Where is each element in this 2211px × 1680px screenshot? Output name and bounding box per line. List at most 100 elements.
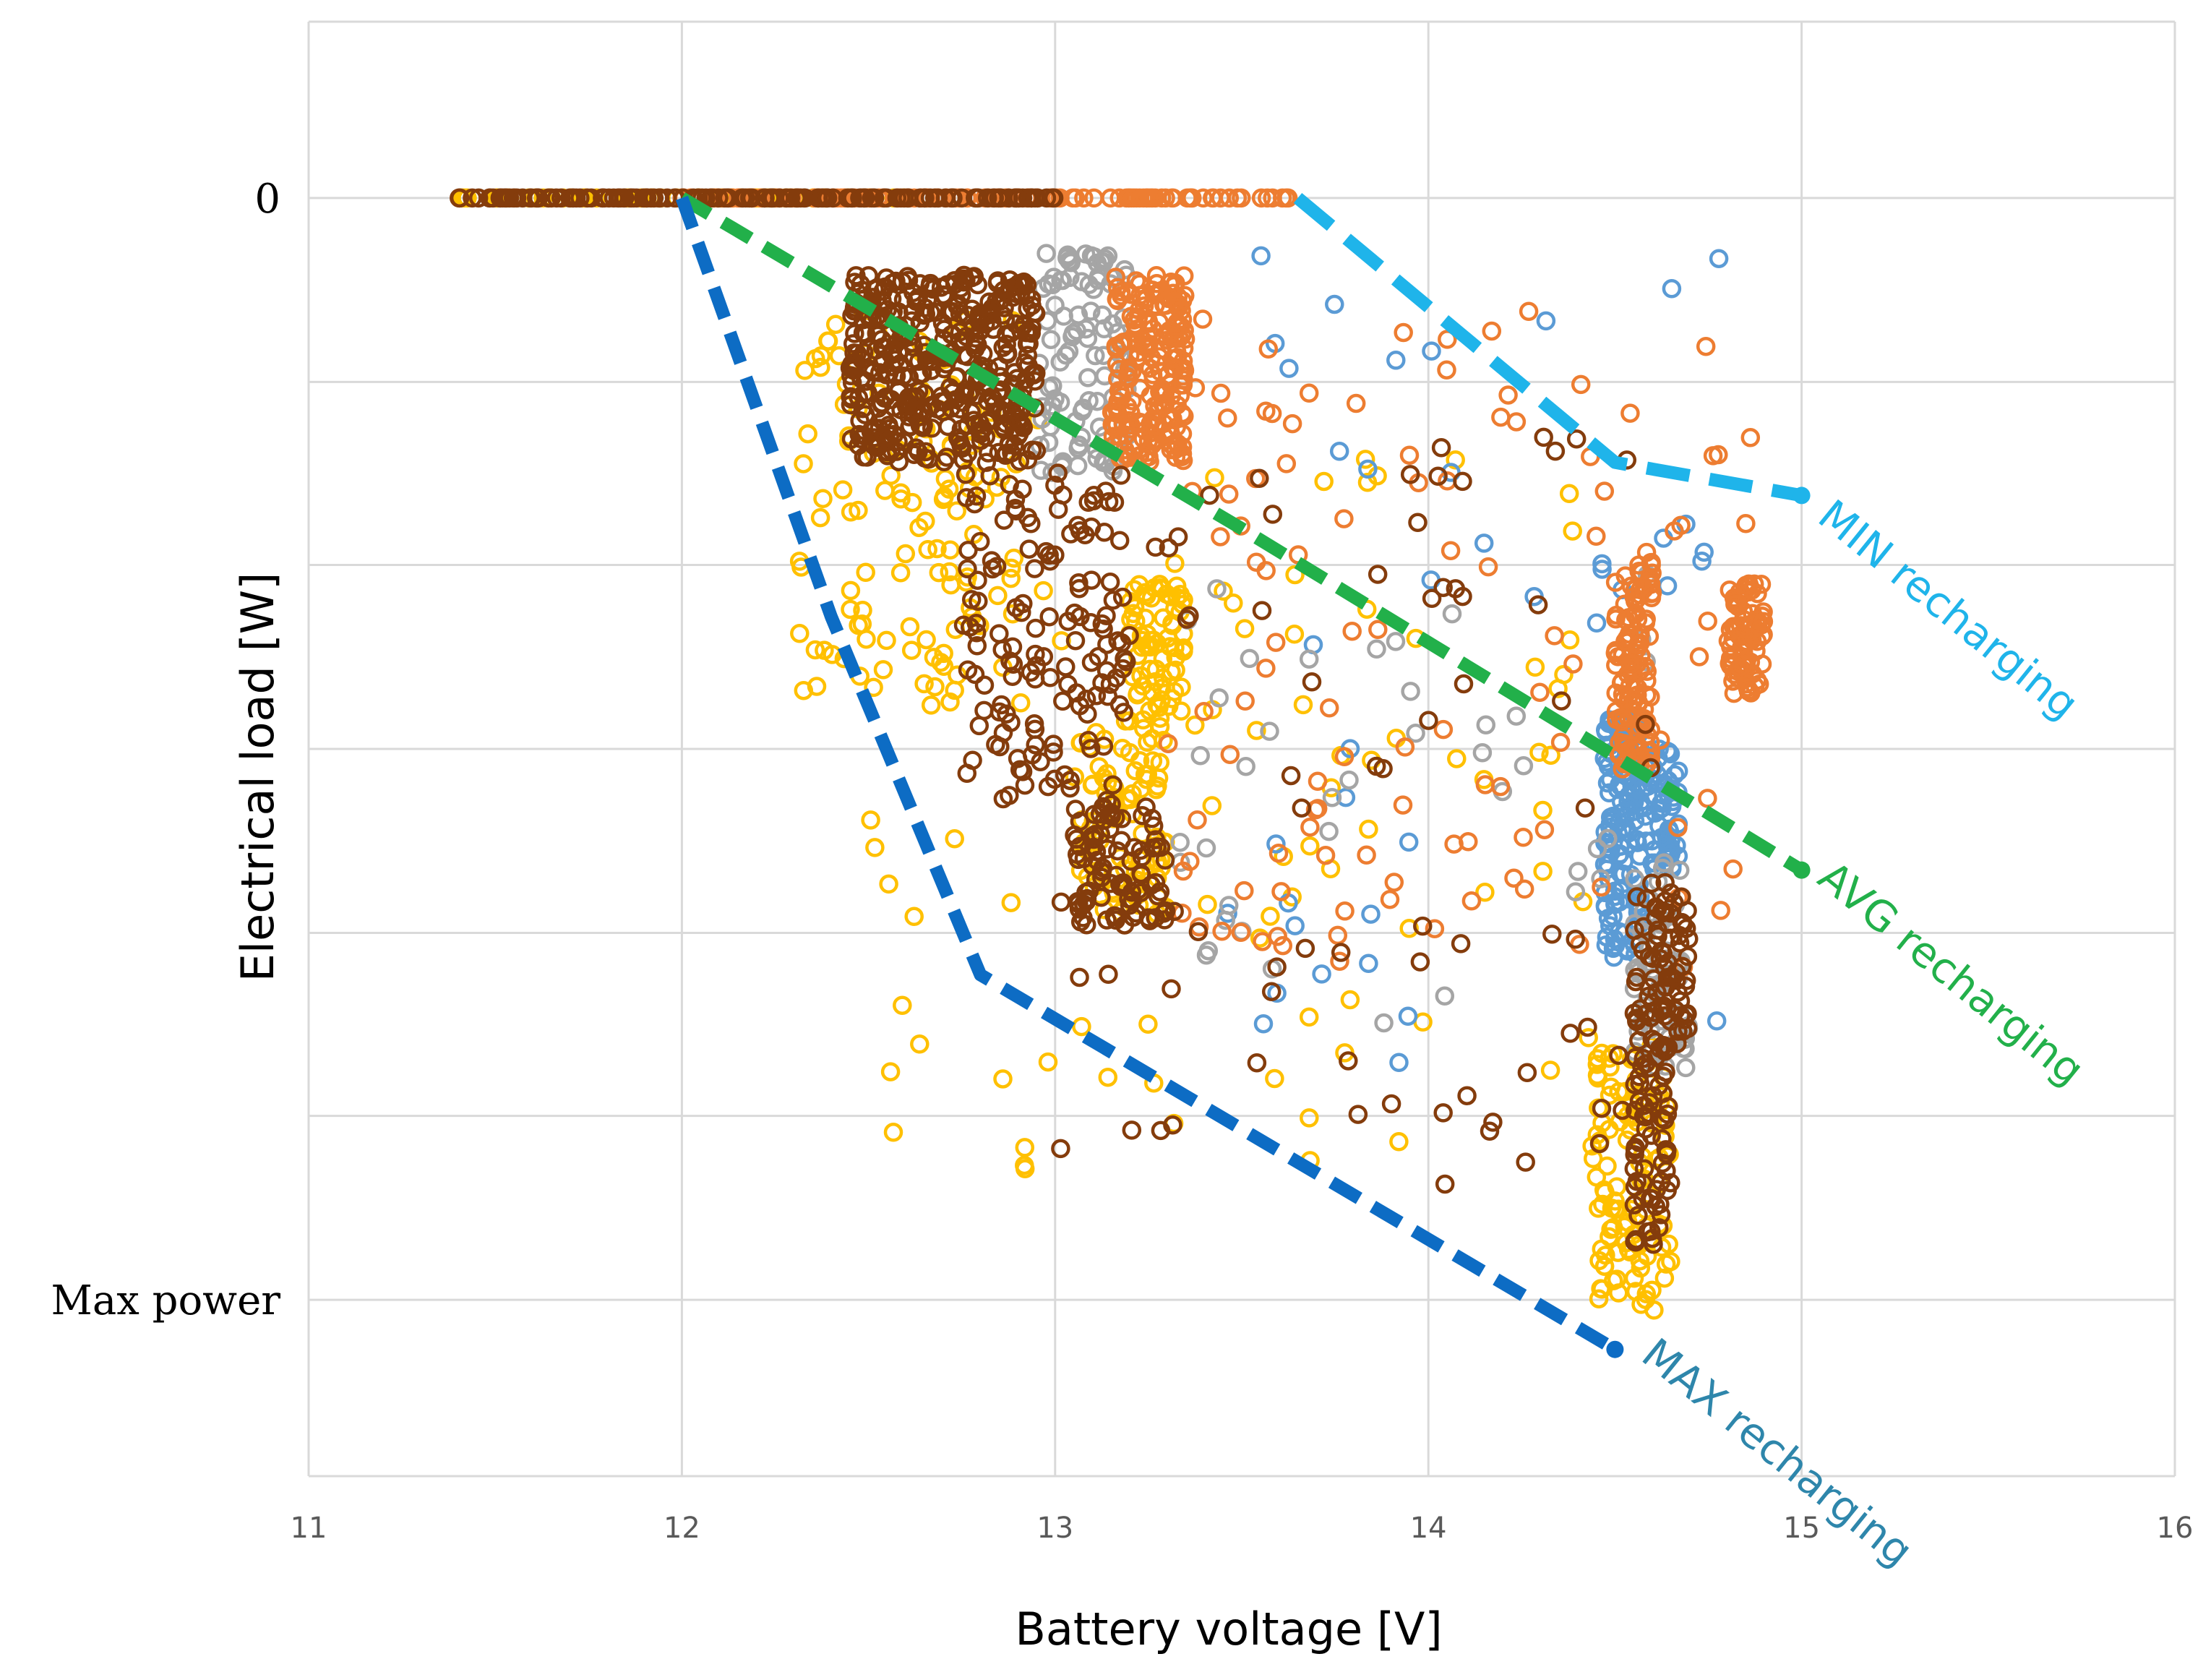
data-point bbox=[1084, 188, 1104, 208]
data-point bbox=[854, 447, 874, 467]
data-point bbox=[1000, 786, 1019, 805]
x-tick-label: 11 bbox=[291, 1512, 327, 1545]
data-point bbox=[841, 395, 861, 415]
data-point bbox=[1100, 572, 1120, 592]
data-point bbox=[1475, 775, 1495, 794]
data-point bbox=[1125, 760, 1146, 781]
data-point bbox=[1299, 1007, 1319, 1027]
data-point bbox=[1625, 869, 1644, 888]
data-point bbox=[989, 188, 1008, 208]
data-point bbox=[818, 331, 838, 351]
data-point bbox=[1196, 838, 1216, 858]
data-point bbox=[1319, 821, 1339, 841]
data-point bbox=[1162, 662, 1181, 682]
data-point bbox=[1004, 548, 1024, 568]
data-point bbox=[1115, 711, 1135, 731]
data-point bbox=[1312, 964, 1331, 984]
x-tick-label: 15 bbox=[1783, 1512, 1820, 1545]
data-point bbox=[953, 269, 974, 289]
data-point bbox=[1109, 531, 1130, 550]
data-point bbox=[1193, 188, 1213, 208]
data-point bbox=[1422, 588, 1442, 609]
data-point bbox=[1525, 657, 1545, 677]
data-point bbox=[1026, 735, 1045, 755]
data-point bbox=[494, 188, 514, 208]
data-point bbox=[1435, 986, 1455, 1006]
data-point bbox=[1113, 873, 1133, 893]
data-point bbox=[987, 273, 1008, 293]
data-point bbox=[1592, 560, 1612, 579]
data-point bbox=[1026, 656, 1047, 675]
data-point bbox=[1589, 1289, 1609, 1308]
data-point bbox=[891, 489, 911, 509]
data-point bbox=[967, 636, 987, 656]
data-point bbox=[1536, 311, 1556, 331]
data-point bbox=[982, 303, 1001, 323]
data-point bbox=[1053, 452, 1073, 471]
data-point bbox=[1545, 626, 1564, 646]
data-point bbox=[1081, 739, 1101, 758]
data-point bbox=[1592, 1098, 1612, 1118]
data-point bbox=[1216, 910, 1235, 930]
data-point bbox=[1506, 706, 1527, 726]
data-point bbox=[1143, 816, 1164, 836]
data-point bbox=[1273, 935, 1293, 956]
data-point bbox=[883, 1123, 903, 1142]
data-point bbox=[1410, 952, 1430, 972]
data-point bbox=[1106, 910, 1126, 930]
data-point bbox=[1083, 280, 1104, 299]
data-point bbox=[1575, 798, 1595, 818]
data-point bbox=[1655, 873, 1675, 893]
data-point bbox=[1386, 632, 1406, 651]
data-point bbox=[901, 640, 922, 660]
data-point bbox=[1657, 967, 1678, 987]
data-point bbox=[1251, 188, 1271, 208]
data-point bbox=[1261, 907, 1280, 926]
data-point bbox=[1604, 947, 1624, 967]
data-point bbox=[1015, 1138, 1035, 1157]
data-point bbox=[1589, 1133, 1610, 1154]
data-point bbox=[1087, 851, 1107, 870]
data-point bbox=[1636, 1290, 1656, 1309]
data-point bbox=[1095, 249, 1115, 269]
data-point bbox=[1127, 188, 1146, 208]
data-point bbox=[951, 419, 971, 439]
data-point bbox=[857, 372, 876, 391]
data-point bbox=[989, 624, 1009, 643]
data-point bbox=[760, 188, 780, 208]
data-point bbox=[1048, 463, 1068, 483]
data-point bbox=[1747, 609, 1766, 630]
data-point bbox=[960, 617, 980, 637]
data-point bbox=[817, 188, 838, 208]
data-point bbox=[1045, 296, 1065, 315]
data-point bbox=[1334, 747, 1354, 766]
data-point bbox=[1302, 672, 1322, 692]
data-point bbox=[790, 624, 810, 643]
data-point bbox=[1652, 1128, 1672, 1149]
data-point bbox=[1545, 441, 1566, 461]
data-point bbox=[1070, 967, 1089, 987]
data-point bbox=[1250, 468, 1269, 489]
data-point bbox=[1300, 836, 1320, 856]
data-point bbox=[1491, 407, 1511, 427]
data-point bbox=[841, 502, 861, 522]
data-point bbox=[1475, 883, 1495, 902]
data-point bbox=[1541, 745, 1560, 765]
data-point bbox=[1164, 348, 1184, 369]
data-point bbox=[1361, 904, 1381, 924]
data-point bbox=[1138, 1014, 1158, 1034]
data-point bbox=[1009, 424, 1029, 443]
data-point bbox=[1055, 765, 1075, 785]
data-point bbox=[1026, 644, 1045, 664]
data-point bbox=[1268, 843, 1289, 863]
data-point bbox=[1384, 873, 1404, 892]
data-point bbox=[1657, 1140, 1677, 1160]
data-point bbox=[1002, 443, 1021, 463]
data-point bbox=[958, 567, 977, 587]
data-point bbox=[1393, 795, 1413, 815]
data-point bbox=[1143, 409, 1163, 429]
data-point bbox=[1642, 563, 1662, 583]
data-point bbox=[1051, 1139, 1070, 1159]
data-point bbox=[1419, 711, 1438, 730]
data-point bbox=[1636, 714, 1655, 734]
